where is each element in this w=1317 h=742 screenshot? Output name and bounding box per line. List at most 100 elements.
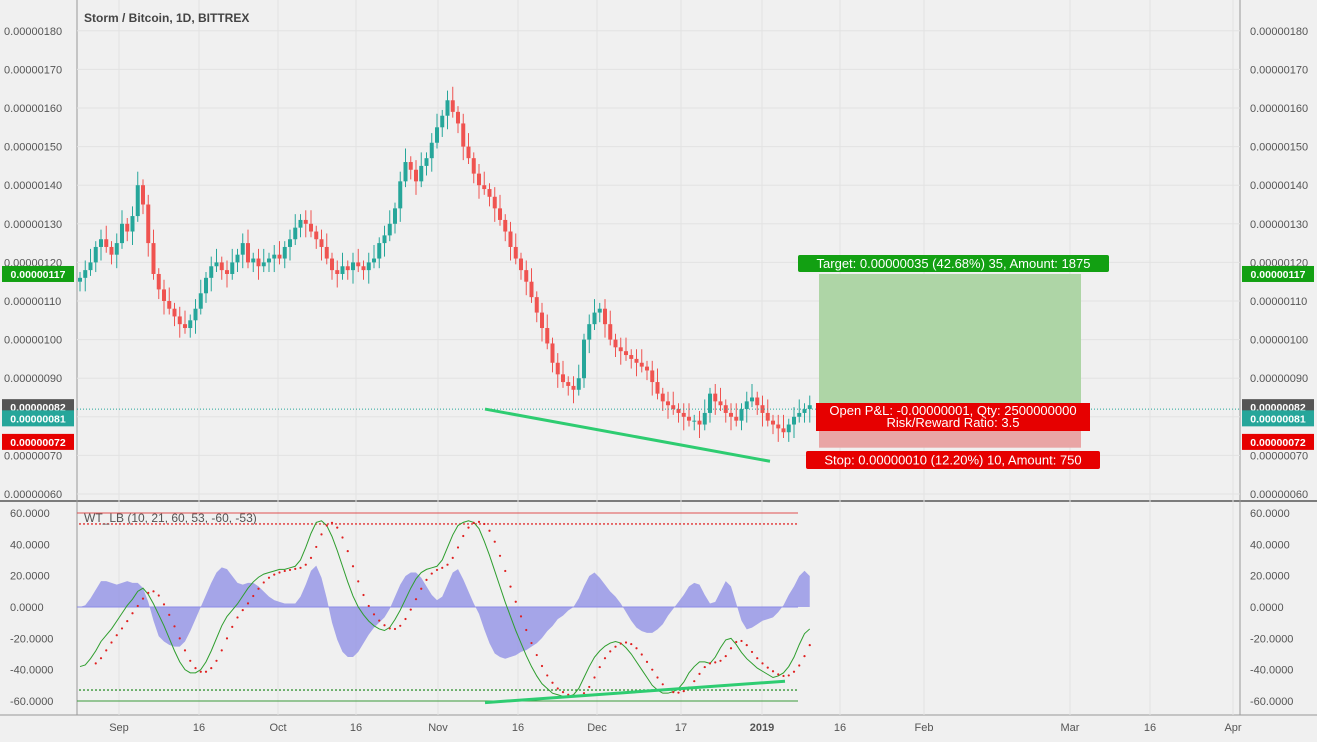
level-53-dot [379, 523, 381, 525]
wt2-dot [493, 540, 496, 543]
price-tick-right: 0.00000060 [1250, 489, 1308, 501]
wt2-dot [504, 569, 507, 573]
time-tick: 2019 [750, 722, 774, 734]
level-53-dot [611, 523, 613, 525]
level-minus-53-dot [239, 689, 241, 691]
level-minus-53-dot [299, 689, 301, 691]
level-minus-53-dot [83, 689, 85, 691]
wt2-dot [540, 664, 544, 668]
level-minus-53-dot [187, 689, 189, 691]
candle-body [109, 246, 114, 255]
level-53-dot [543, 523, 545, 525]
level-minus-53-dot [139, 689, 141, 691]
level-53-dot [547, 523, 549, 525]
level-minus-53-dot [451, 689, 453, 691]
wt2-dot [525, 628, 528, 632]
price-tick-left: 0.00000160 [4, 103, 62, 115]
level-53-dot [675, 523, 677, 525]
level-minus-53-dot [267, 689, 269, 691]
wt2-dot [215, 659, 218, 662]
candle-body [261, 262, 266, 267]
level-53-dot [639, 523, 641, 525]
level-minus-53-dot [327, 689, 329, 691]
candle-body [797, 412, 802, 417]
wt2-dot [724, 654, 727, 658]
level-minus-53-dot [771, 689, 773, 691]
wt2-dot [609, 650, 612, 653]
level-53-dot [767, 523, 769, 525]
wt2-dot [556, 687, 559, 690]
candle-body [162, 289, 166, 301]
level-53-dot [491, 523, 493, 525]
indicator-tick-right: 20.0000 [1250, 571, 1290, 583]
level-53-dot [243, 523, 245, 525]
candle-body [461, 123, 466, 147]
level-53-dot [739, 523, 741, 525]
price-tick-right: 0.00000150 [1250, 142, 1308, 154]
level-minus-53-dot [263, 689, 265, 691]
level-53-dot [511, 523, 513, 525]
wt2-dot [267, 576, 271, 579]
wt2-dot [435, 568, 439, 572]
level-minus-53-dot [555, 689, 557, 691]
level-53-dot [335, 523, 337, 525]
level-53-dot [471, 523, 473, 525]
time-tick: 16 [350, 722, 362, 734]
price-tick-right: 0.00000100 [1250, 335, 1308, 347]
level-minus-53-dot [463, 689, 465, 691]
wt2-dot [194, 667, 197, 670]
candle-body [540, 312, 544, 329]
level-53-dot [163, 523, 165, 525]
wt2-dot [535, 653, 538, 657]
target-zone [819, 273, 1081, 410]
level-minus-53-dot [579, 689, 581, 691]
level-minus-53-dot [511, 689, 513, 691]
candle-body [529, 281, 534, 298]
level-53-dot [783, 523, 785, 525]
level-53-dot [107, 523, 109, 525]
candle-body [771, 420, 775, 425]
level-53-dot [143, 523, 145, 525]
level-minus-53-dot [783, 689, 785, 691]
level-minus-53-dot [779, 689, 781, 691]
level-minus-53-dot [603, 689, 605, 691]
wt2-dot [614, 645, 617, 648]
wt2-dot [126, 620, 129, 623]
wt1-line [79, 520, 811, 697]
wt2-dot [288, 568, 292, 572]
wt2-dot [561, 691, 565, 694]
level-minus-53-dot [403, 689, 405, 691]
candle-body [230, 262, 235, 274]
wt2-dot [299, 566, 302, 569]
wt2-dot [120, 627, 124, 630]
indicator-tick-left: 0.0000 [10, 602, 44, 614]
candle-body [204, 277, 208, 294]
candle-body [708, 393, 712, 413]
candle-body [403, 162, 408, 182]
level-53-dot [403, 523, 405, 525]
level-53-dot [699, 523, 701, 525]
level-53-dot [711, 523, 713, 525]
level-53-dot [731, 523, 733, 525]
level-minus-53-dot [743, 689, 745, 691]
level-53-dot [287, 523, 289, 525]
level-53-dot [87, 523, 89, 525]
level-53-dot [751, 523, 753, 525]
target-price-badge-left-text: 0.00000117 [11, 269, 66, 281]
wt2-dot [771, 670, 775, 673]
candle-body [414, 169, 418, 182]
wt2-dot [656, 676, 659, 679]
histogram-area [80, 565, 810, 659]
candle-body [251, 258, 256, 263]
last-price-badge-left-text: 0.00000081 [10, 413, 66, 425]
wt2-dot [273, 573, 276, 576]
candle-body [240, 243, 245, 255]
wt2-dot [105, 649, 108, 652]
indicator-tick-right: 0.0000 [1250, 602, 1284, 614]
candle-body [687, 416, 691, 421]
candle-body [135, 185, 140, 217]
level-53-dot [451, 523, 453, 525]
level-53-dot [247, 523, 249, 525]
level-minus-53-dot [559, 689, 561, 691]
wt2-dot [593, 676, 596, 679]
